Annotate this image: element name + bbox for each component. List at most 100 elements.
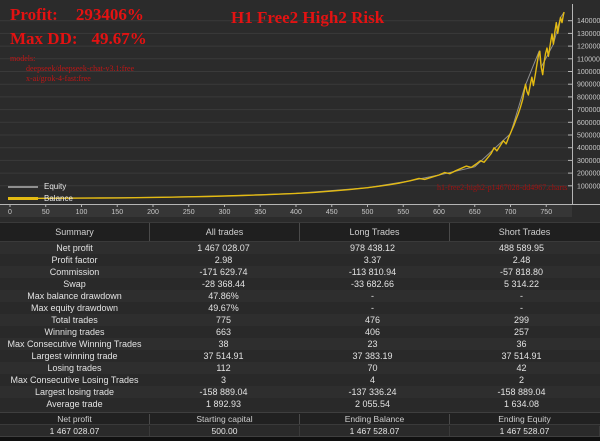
row-value: 37 514.91 xyxy=(501,351,542,361)
row-value: 775 xyxy=(215,315,232,325)
x-axis-strip xyxy=(0,204,572,217)
y-tick-label: 700000 xyxy=(577,107,600,114)
x-tick-label: 200 xyxy=(147,209,159,216)
legend-label-balance: Balance xyxy=(44,194,73,203)
row-value: -28 368.44 xyxy=(201,279,246,289)
footer-value: 1 467 528.07 xyxy=(300,425,450,436)
row-value: 663 xyxy=(215,327,232,337)
row-value: - xyxy=(371,291,374,301)
row-value: 42 xyxy=(516,363,527,373)
models-annotation: models: deepseek/deepseek-chat-v3.1:free… xyxy=(10,54,134,84)
row-value: 3 xyxy=(220,375,226,385)
y-tick-label: 1300000 xyxy=(577,31,600,38)
table-row: Max equity drawdown 49.67% - - xyxy=(0,302,600,314)
y-tick-label: 500000 xyxy=(577,133,600,140)
y-tick-label: 800000 xyxy=(577,94,600,101)
row-label: Commission xyxy=(49,267,100,277)
bottom-strip xyxy=(0,437,600,441)
maxdd-value: 49.67% xyxy=(91,29,147,48)
profit-label: Profit: xyxy=(10,5,58,24)
table-row: Winning trades 663 406 257 xyxy=(0,326,600,338)
x-tick-label: 0 xyxy=(8,209,12,216)
row-label: Max equity drawdown xyxy=(30,303,119,313)
chart-title: H1 Free2 High2 Risk xyxy=(231,8,385,27)
chart-watermark: h1-free2-high2-p1467028-dd4967.charts xyxy=(437,183,568,192)
table-header-cell: Summary xyxy=(0,223,150,241)
table-header-cell: All trades xyxy=(150,223,300,241)
row-value: -171 629.74 xyxy=(199,267,248,277)
y-tick-label: 900000 xyxy=(577,82,600,89)
footer-labels-row: Net profit Starting capital Ending Balance… xyxy=(0,412,600,425)
row-value: 1 467 028.07 xyxy=(197,243,250,253)
y-tick-label: 300000 xyxy=(577,158,600,165)
row-label: Max Consecutive Losing Trades xyxy=(10,375,139,385)
footer-label: Ending Balance xyxy=(300,413,450,424)
table-row: Commission -171 629.74 -113 810.94 -57 818.… xyxy=(0,266,600,278)
x-tick-label: 700 xyxy=(505,209,517,216)
row-value: 23 xyxy=(367,339,378,349)
row-label: Total trades xyxy=(51,315,98,325)
x-tick-label: 150 xyxy=(111,209,123,216)
row-label: Average trade xyxy=(46,399,103,409)
row-value: -158 889.04 xyxy=(497,387,546,397)
maxdd-annotation: Max DD: 49.67% xyxy=(10,29,147,49)
table-row: Max Consecutive Winning Trades 38 23 36 xyxy=(0,338,600,350)
table-row: Max Consecutive Losing Trades 3 4 2 xyxy=(0,374,600,386)
row-label: Largest losing trade xyxy=(34,387,115,397)
row-value: 978 438.12 xyxy=(349,243,396,253)
row-label: Winning trades xyxy=(44,327,105,337)
x-tick-label: 50 xyxy=(42,209,50,216)
row-value: 49.67% xyxy=(208,303,239,313)
row-value: 2.48 xyxy=(512,255,531,265)
legend-item-balance: Balance xyxy=(8,194,73,203)
maxdd-label: Max DD: xyxy=(10,29,78,48)
equity-line-swatch xyxy=(8,185,38,188)
table-header-cell: Short Trades xyxy=(498,227,551,237)
model-name: x-ai/grok-4-fast:free xyxy=(26,74,91,83)
footer-value: 1 467 528.07 xyxy=(450,425,600,436)
y-tick-label: 1000000 xyxy=(577,69,600,76)
x-tick-label: 250 xyxy=(183,209,195,216)
row-label: Max balance drawdown xyxy=(27,291,122,301)
y-tick-label: 200000 xyxy=(577,171,600,178)
summary-table: Summary All trades Long Trades Short Trades… xyxy=(0,222,600,410)
footer-label: Net profit xyxy=(0,413,150,424)
x-tick-label: 300 xyxy=(219,209,231,216)
models-label: models: xyxy=(10,54,36,63)
row-value: -57 818.80 xyxy=(499,267,544,277)
row-value: -137 336.24 xyxy=(348,387,397,397)
row-value: -33 682.66 xyxy=(350,279,395,289)
row-value: 47.86% xyxy=(208,291,239,301)
y-tick-label: 600000 xyxy=(577,120,600,127)
footer-value: 500.00 xyxy=(150,425,300,436)
profit-annotation: Profit: 293406% xyxy=(10,5,144,25)
row-value: 299 xyxy=(513,315,530,325)
x-tick-label: 500 xyxy=(362,209,374,216)
row-value: 488 589.95 xyxy=(498,243,545,253)
table-body: Net profit 1 467 028.07 978 438.12 488 589.… xyxy=(0,242,600,410)
row-label: Net profit xyxy=(56,243,93,253)
row-value: - xyxy=(520,291,523,301)
footer-label: Starting capital xyxy=(150,413,300,424)
row-value: 70 xyxy=(367,363,378,373)
y-tick-label: 1200000 xyxy=(577,44,600,51)
row-value: -158 889.04 xyxy=(199,387,248,397)
row-label: Largest winning trade xyxy=(31,351,118,361)
row-value: 4 xyxy=(369,375,375,385)
row-value: 406 xyxy=(364,327,381,337)
x-tick-label: 650 xyxy=(469,209,481,216)
row-value: 112 xyxy=(216,363,231,373)
row-value: - xyxy=(371,303,374,313)
equity-chart: 0 50 100 150 200 250 300 350 400 450 500 550 600 650 7… xyxy=(0,0,600,217)
row-label: Losing trades xyxy=(47,363,102,373)
table-row: Total trades 775 476 299 xyxy=(0,314,600,326)
y-tick-label: 400000 xyxy=(577,145,600,152)
row-value: 1 634.08 xyxy=(503,399,540,409)
row-value: 2 xyxy=(518,375,524,385)
table-row: Net profit 1 467 028.07 978 438.12 488 589.… xyxy=(0,242,600,254)
table-row: Largest winning trade 37 514.91 37 383.19 3… xyxy=(0,350,600,362)
row-label: Swap xyxy=(63,279,86,289)
footer-value: 1 467 028.07 xyxy=(0,425,150,436)
x-tick-label: 400 xyxy=(290,209,302,216)
